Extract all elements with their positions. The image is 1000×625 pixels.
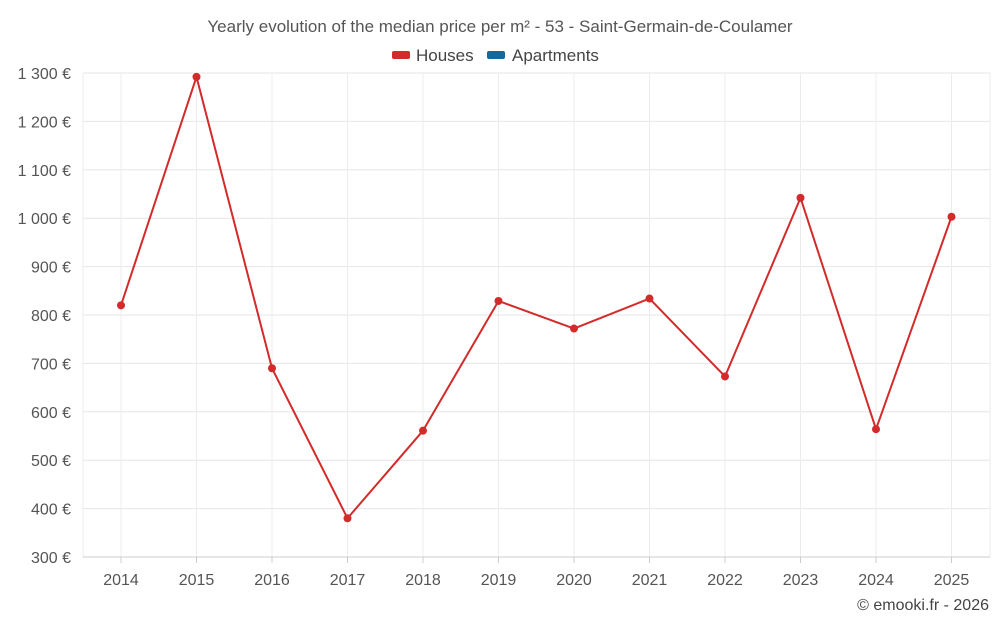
y-tick-label: 500 € xyxy=(31,453,71,470)
x-tick-label: 2014 xyxy=(103,572,139,589)
data-point-houses[interactable] xyxy=(645,294,654,303)
x-tick-label: 2020 xyxy=(556,572,592,589)
data-point-houses[interactable] xyxy=(796,193,805,202)
x-tick-label: 2022 xyxy=(707,572,743,589)
data-point-houses[interactable] xyxy=(419,426,427,435)
legend-swatch-houses xyxy=(392,51,410,59)
series xyxy=(117,72,956,523)
data-point-houses[interactable] xyxy=(947,212,956,221)
y-tick-label: 900 € xyxy=(31,260,71,277)
y-tick-label: 1 000 € xyxy=(18,211,71,228)
x-tick-label: 2017 xyxy=(330,572,366,589)
x-tick-label: 2025 xyxy=(934,572,970,589)
axes: 300 € 400 € 500 € 600 € 700 € 800 € 900 € 1 000… xyxy=(18,66,990,589)
y-tick-label: 400 € xyxy=(31,502,71,519)
x-tick-label: 2021 xyxy=(632,572,668,589)
data-point-houses[interactable] xyxy=(721,372,729,381)
legend-item-houses[interactable]: Houses xyxy=(392,46,474,65)
x-tick-label: 2023 xyxy=(783,572,819,589)
data-point-houses[interactable] xyxy=(117,301,125,310)
y-tick-label: 1 300 € xyxy=(18,66,71,83)
y-tick-label: 300 € xyxy=(31,550,71,567)
y-tick-label: 600 € xyxy=(31,405,71,422)
y-tick-label: 700 € xyxy=(31,356,71,373)
data-point-houses[interactable] xyxy=(494,296,503,305)
legend-label-apartments: Apartments xyxy=(512,46,599,65)
y-tick-label: 1 200 € xyxy=(18,114,71,131)
legend-item-apartments[interactable]: Apartments xyxy=(487,46,599,65)
x-tick-label: 2024 xyxy=(858,572,894,589)
data-point-houses[interactable] xyxy=(268,364,276,373)
legend-swatch-apartments xyxy=(487,51,505,59)
x-tick-label: 2015 xyxy=(179,572,215,589)
x-tick-label: 2019 xyxy=(481,572,517,589)
x-tick-label: 2016 xyxy=(254,572,290,589)
data-point-houses[interactable] xyxy=(192,72,201,81)
y-tick-label: 1 100 € xyxy=(18,163,71,180)
x-tick-label: 2018 xyxy=(405,572,441,589)
data-point-houses[interactable] xyxy=(570,324,578,333)
credit-text: © emooki.fr - 2026 xyxy=(857,597,989,614)
grid xyxy=(82,72,991,558)
chart-title: Yearly evolution of the median price per… xyxy=(207,17,793,36)
series-line-houses xyxy=(120,75,953,520)
data-point-houses[interactable] xyxy=(872,425,880,434)
y-tick-label: 800 € xyxy=(31,308,71,325)
legend-label-houses: Houses xyxy=(416,46,474,65)
legend: Houses Apartments xyxy=(392,46,599,65)
data-point-houses[interactable] xyxy=(343,514,352,523)
